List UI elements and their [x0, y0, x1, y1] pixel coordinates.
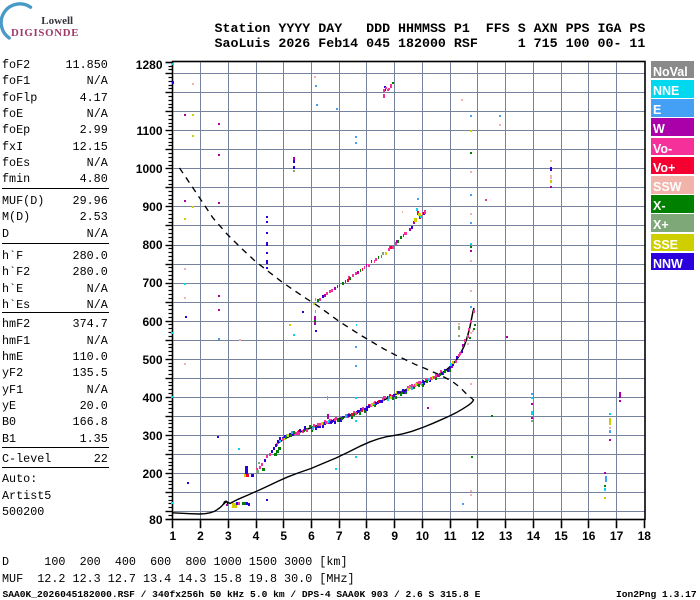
svg-text:Lowell: Lowell [41, 15, 73, 27]
svg-text:DIGISONDE: DIGISONDE [11, 27, 79, 39]
